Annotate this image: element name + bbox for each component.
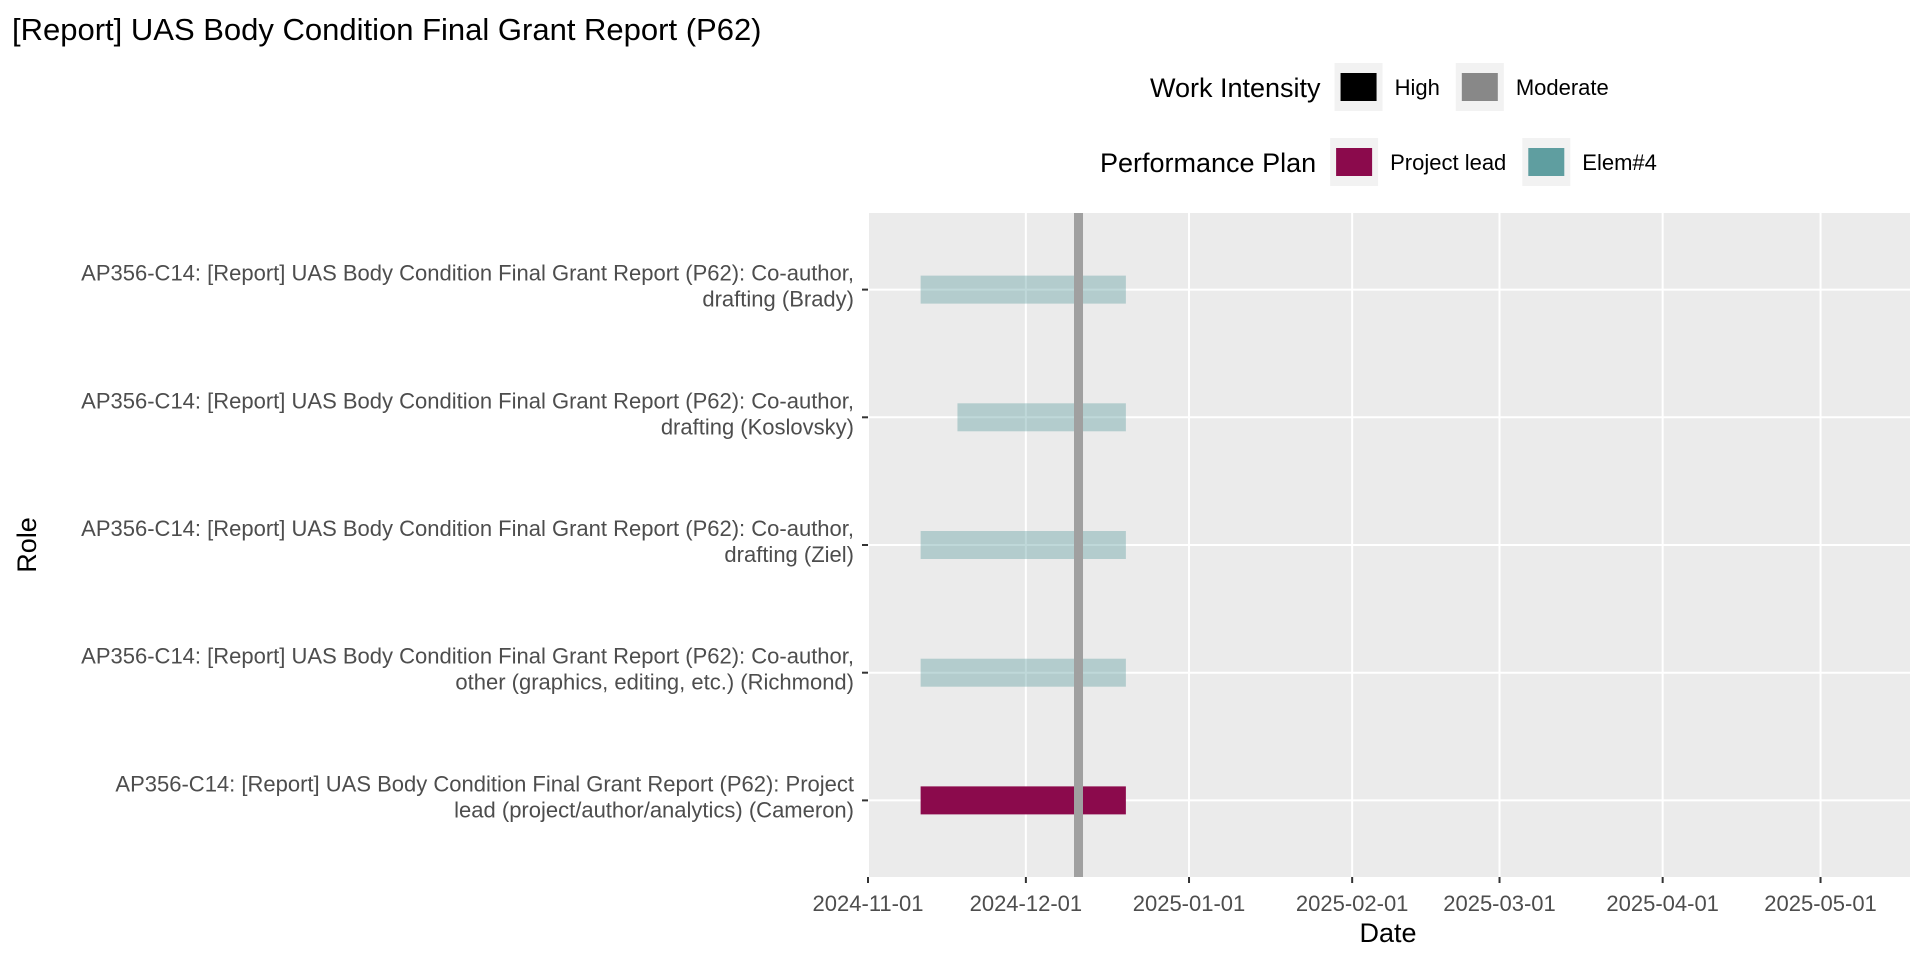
legend-label: High [1395,75,1440,100]
y-tick-label: AP356-C14: [Report] UAS Body Condition F… [115,771,854,796]
y-tick-label: other (graphics, editing, etc.) (Richmon… [455,670,854,695]
y-tick-label: AP356-C14: [Report] UAS Body Condition F… [81,516,854,541]
y-tick-label: AP356-C14: [Report] UAS Body Condition F… [81,261,854,286]
y-tick-label: drafting (Koslovsky) [661,414,854,439]
task-bar [920,658,1126,687]
task-bar [957,403,1126,432]
y-tick-label: drafting (Brady) [702,287,854,312]
legend-key [1336,148,1373,176]
legend-key [1528,148,1565,176]
y-tick-label: lead (project/author/analytics) (Cameron… [454,797,854,822]
task-bar [920,531,1126,559]
x-axis: 2024-11-01 2024-12-01 2025-01-01 2025-02-01… [813,877,1877,916]
x-tick-label: 2025-05-01 [1764,891,1877,916]
task-bars [920,275,1126,815]
legend-label: Project lead [1390,150,1506,175]
chart-title: [Report] UAS Body Condition Final Grant … [12,12,762,47]
legend-title: Performance Plan [1100,148,1316,178]
task-bar [920,786,1126,815]
legend-title: Work Intensity [1150,73,1321,103]
x-tick-label: 2025-04-01 [1606,891,1719,916]
y-axis: AP356-C14: [Report] UAS Body Condition F… [81,261,868,822]
legend-key [1340,73,1377,101]
x-axis-title: Date [1359,918,1416,948]
x-tick-label: 2025-03-01 [1443,891,1556,916]
legend-key [1461,73,1498,101]
legend: Work Intensity High Moderate Performance Pl… [1100,63,1657,186]
task-bar [920,275,1126,304]
x-tick-label: 2025-02-01 [1296,891,1409,916]
y-tick-label: drafting (Ziel) [724,542,854,567]
x-tick-label: 2025-01-01 [1133,891,1246,916]
y-axis-title: Role [12,517,42,573]
y-tick-label: AP356-C14: [Report] UAS Body Condition F… [81,388,854,413]
y-tick-label: AP356-C14: [Report] UAS Body Condition F… [81,644,854,669]
x-tick-label: 2024-12-01 [970,891,1083,916]
legend-label: Moderate [1516,75,1609,100]
legend-label: Elem#4 [1582,150,1657,175]
x-tick-label: 2024-11-01 [813,891,924,916]
